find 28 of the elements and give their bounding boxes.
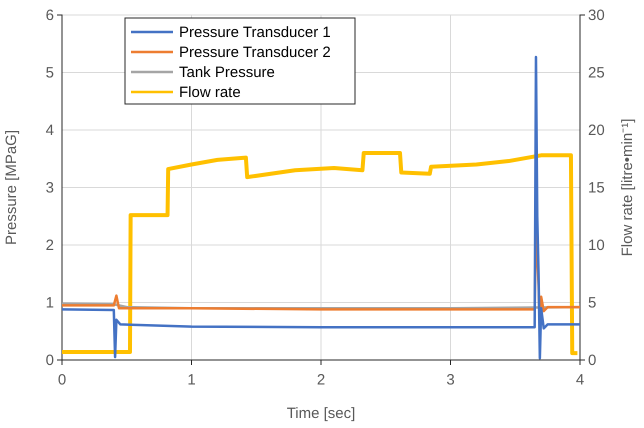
y-tick-label: 2 — [46, 236, 54, 254]
y2-tick-label: 30 — [588, 6, 605, 24]
y-tick-label: 1 — [46, 294, 54, 312]
x-tick-label: 1 — [187, 372, 196, 388]
y2-tick-label: 20 — [588, 122, 605, 139]
y2-tick-label: 15 — [588, 179, 605, 196]
y2-tick-label: 5 — [588, 294, 596, 312]
line-series — [60, 151, 580, 356]
y2-tick-label: 10 — [588, 236, 605, 254]
line-series — [60, 56, 582, 360]
y2-tick-label: 0 — [588, 352, 596, 369]
x-tick-label: 0 — [58, 372, 66, 388]
x-tick-label: 2 — [316, 372, 326, 388]
y-axis-title: Pressure [MPaG] — [3, 130, 20, 246]
legend-label: Pressure Transducer 1 — [179, 24, 331, 41]
y-tick-label: 5 — [46, 64, 54, 82]
y2-tick-label: 25 — [588, 64, 605, 82]
legend-label: Tank Pressure — [179, 64, 275, 81]
y2-axis-title: Flow rate [litre•min⁻¹] — [619, 118, 636, 256]
x-tick-label: 3 — [446, 372, 455, 388]
legend-label: Pressure Transducer 2 — [179, 44, 331, 61]
legend-label: Flow rate — [179, 84, 241, 101]
y-tick-label: 3 — [46, 179, 54, 196]
x-axis-title: Time [sec] — [286, 405, 356, 422]
y-tick-label: 6 — [46, 6, 54, 24]
x-tick-label: 4 — [576, 372, 584, 388]
y-tick-label: 0 — [46, 352, 54, 369]
y-tick-label: 4 — [46, 122, 54, 139]
